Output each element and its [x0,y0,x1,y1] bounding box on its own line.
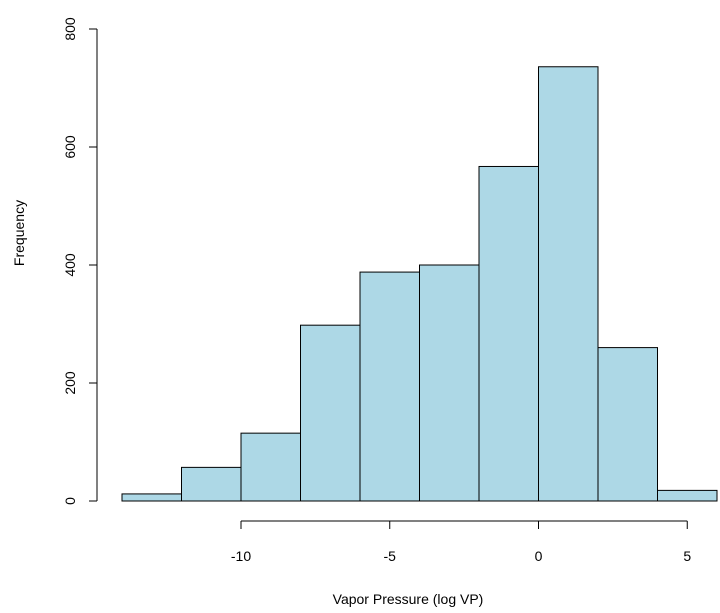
y-axis-label: Frequency [11,200,27,266]
bar [419,264,480,502]
bar [657,489,718,502]
bar [538,66,599,502]
y-tick-label: 800 [62,17,78,41]
y-tick-label: 600 [62,135,78,159]
y-tick-label: 0 [62,497,78,505]
y-tick-label: 400 [62,253,78,277]
bar [478,165,539,502]
x-tick-label: 0 [535,548,543,564]
bar [300,324,361,502]
x-axis-label: Vapor Pressure (log VP) [333,591,484,607]
x-tick-label: -5 [384,548,397,564]
y-tick-label: 200 [62,371,78,395]
bar [597,347,658,502]
x-tick-label: -10 [231,548,251,564]
bar [181,466,242,502]
bar [240,432,301,502]
x-tick-label: 5 [683,548,691,564]
bar [121,493,182,502]
bar [359,271,420,502]
